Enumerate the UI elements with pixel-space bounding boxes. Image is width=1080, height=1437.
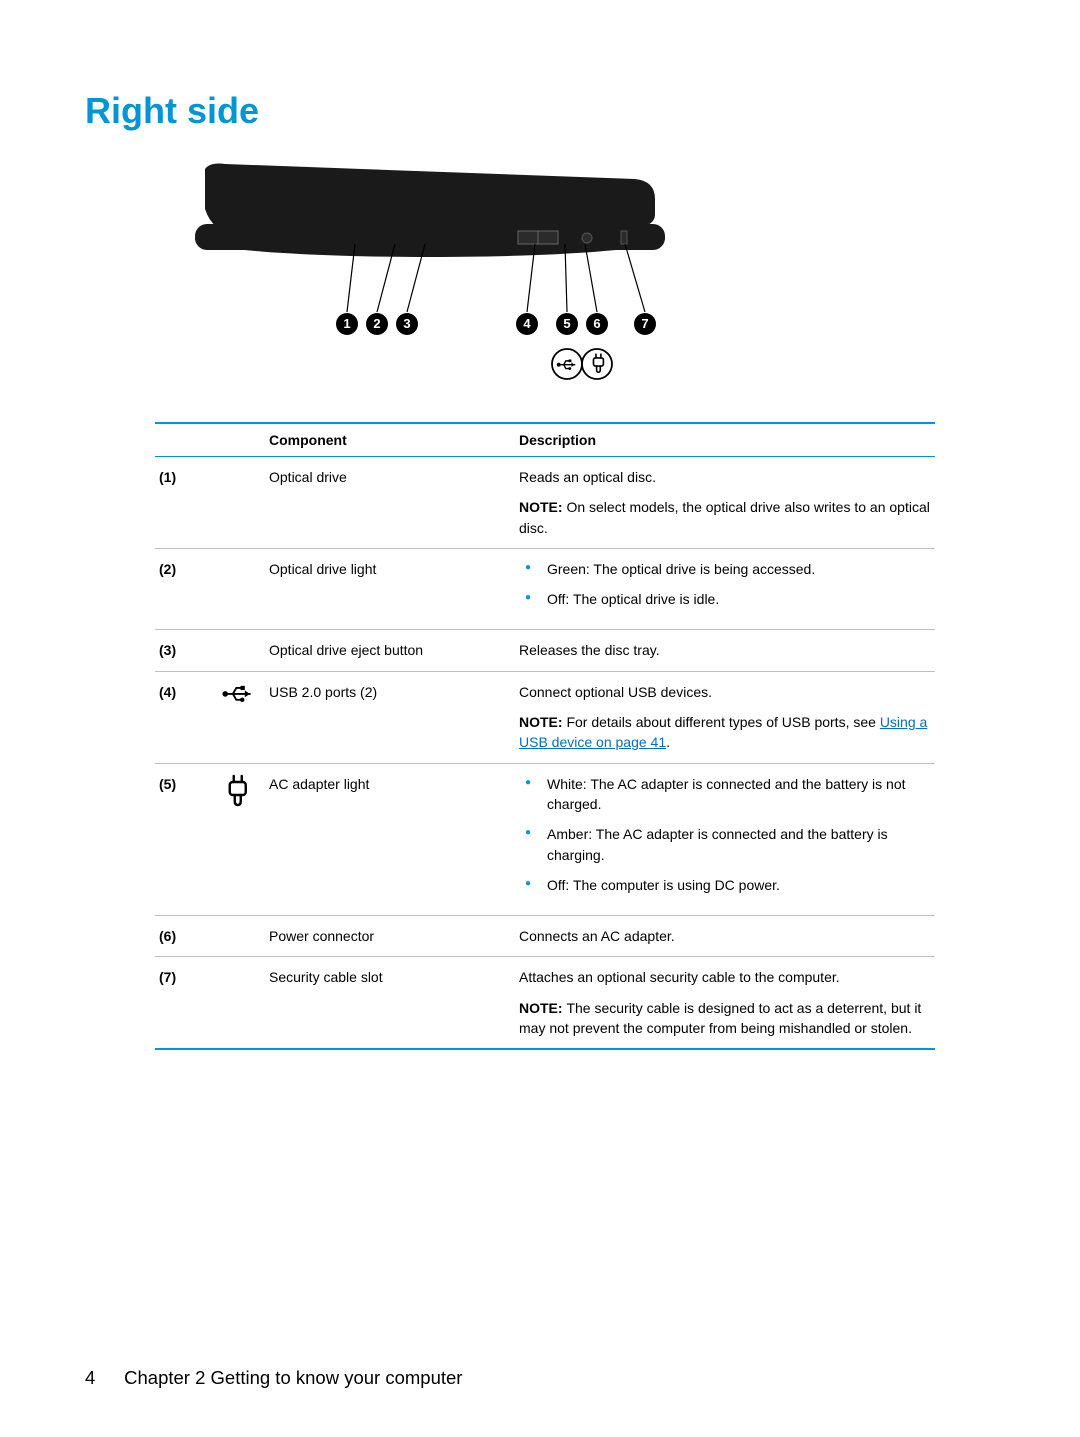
page-heading: Right side: [85, 90, 995, 132]
table-row: (2) Optical drive lightGreen: The optical…: [155, 548, 935, 630]
table-row: (1) Optical driveReads an optical disc. NO…: [155, 457, 935, 548]
page-number: 4: [85, 1367, 119, 1389]
desc-note: NOTE: For details about different types …: [519, 712, 931, 753]
row-description: Connects an AC adapter.: [515, 916, 935, 957]
row-description: Connect optional USB devices. NOTE: For d…: [515, 671, 935, 763]
desc-bullet-list: White: The AC adapter is connected and t…: [519, 774, 931, 895]
table-row: (7) Security cable slotAttaches an option…: [155, 957, 935, 1049]
svg-text:6: 6: [593, 316, 600, 331]
row-component: Optical drive eject button: [265, 630, 515, 671]
desc-note: NOTE: The security cable is designed to …: [519, 998, 931, 1039]
svg-text:2: 2: [373, 316, 380, 331]
row-component: Optical drive: [265, 457, 515, 548]
svg-text:3: 3: [403, 316, 410, 331]
table-body: (1) Optical driveReads an optical disc. NO…: [155, 457, 935, 1050]
row-description: Attaches an optional security cable to t…: [515, 957, 935, 1049]
table-row: (6) Power connectorConnects an AC adapter…: [155, 916, 935, 957]
chapter-label: Chapter 2 Getting to know your computer: [124, 1367, 462, 1388]
row-description: Releases the disc tray.: [515, 630, 935, 671]
row-icon: [210, 548, 265, 630]
row-description: Reads an optical disc. NOTE: On select mo…: [515, 457, 935, 548]
cross-reference-link[interactable]: Using a USB device on page 41: [519, 714, 927, 750]
row-number: (7): [155, 957, 210, 1049]
row-number: (3): [155, 630, 210, 671]
row-number: (5): [155, 763, 210, 915]
row-number: (4): [155, 671, 210, 763]
table-header-row: Component Description: [155, 423, 935, 457]
svg-text:7: 7: [641, 316, 648, 331]
row-icon: [210, 457, 265, 548]
row-number: (2): [155, 548, 210, 630]
diagram-svg: 1 2 3 4 5 6 7: [155, 154, 755, 404]
desc-bullet-list: Green: The optical drive is being access…: [519, 559, 931, 610]
row-description: White: The AC adapter is connected and t…: [515, 763, 935, 915]
desc-bullet: Off: The computer is using DC power.: [519, 875, 931, 895]
row-icon: [210, 916, 265, 957]
desc-text: Attaches an optional security cable to t…: [519, 967, 931, 987]
row-icon: [210, 671, 265, 763]
svg-text:1: 1: [343, 316, 350, 331]
row-component: USB 2.0 ports (2): [265, 671, 515, 763]
desc-text: Connect optional USB devices.: [519, 682, 931, 702]
row-number: (6): [155, 916, 210, 957]
row-component: AC adapter light: [265, 763, 515, 915]
desc-bullet: White: The AC adapter is connected and t…: [519, 774, 931, 815]
row-icon: [210, 957, 265, 1049]
components-table: Component Description (1)Optical driveRe…: [155, 422, 935, 1050]
header-component: Component: [265, 423, 515, 457]
row-icon: [210, 763, 265, 915]
note-label: NOTE:: [519, 1000, 566, 1016]
desc-text: Connects an AC adapter.: [519, 926, 931, 946]
table-row: (3) Optical drive eject buttonReleases th…: [155, 630, 935, 671]
svg-text:4: 4: [523, 316, 531, 331]
note-label: NOTE:: [519, 714, 566, 730]
page-footer: 4 Chapter 2 Getting to know your compute…: [85, 1367, 462, 1389]
desc-bullet: Amber: The AC adapter is connected and t…: [519, 824, 931, 865]
desc-bullet: Green: The optical drive is being access…: [519, 559, 931, 579]
table-row: (5) AC adapter lightWhite: The AC adapte…: [155, 763, 935, 915]
desc-text: Releases the disc tray.: [519, 640, 931, 660]
row-icon: [210, 630, 265, 671]
desc-bullet: Off: The optical drive is idle.: [519, 589, 931, 609]
row-component: Power connector: [265, 916, 515, 957]
row-component: Security cable slot: [265, 957, 515, 1049]
desc-text: Reads an optical disc.: [519, 467, 931, 487]
note-label: NOTE:: [519, 499, 566, 515]
row-component: Optical drive light: [265, 548, 515, 630]
table-row: (4) USB 2.0 ports (2)Connect optional US…: [155, 671, 935, 763]
row-description: Green: The optical drive is being access…: [515, 548, 935, 630]
header-description: Description: [515, 423, 935, 457]
svg-text:5: 5: [563, 316, 570, 331]
row-number: (1): [155, 457, 210, 548]
desc-note: NOTE: On select models, the optical driv…: [519, 497, 931, 538]
right-side-diagram: 1 2 3 4 5 6 7: [155, 154, 995, 404]
